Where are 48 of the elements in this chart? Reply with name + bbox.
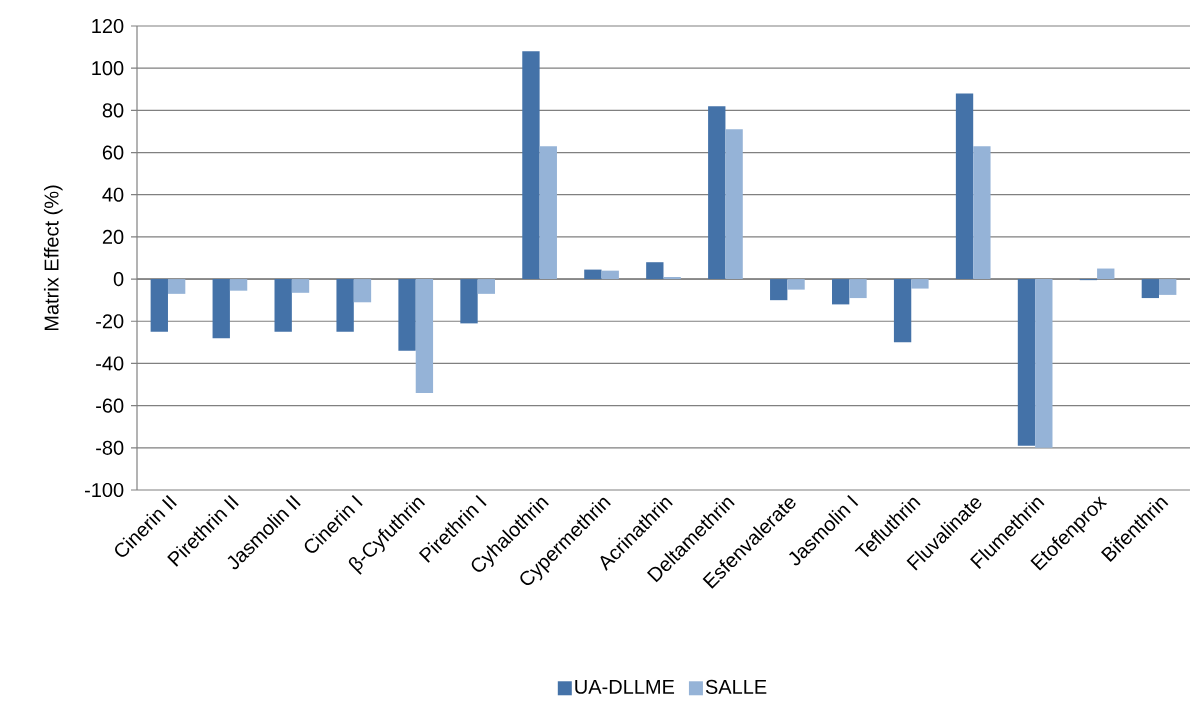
y-tick-label: 60 xyxy=(102,145,124,160)
bar xyxy=(460,279,478,324)
bar xyxy=(831,279,850,305)
bar xyxy=(1017,279,1036,446)
bar xyxy=(646,262,664,280)
bar xyxy=(150,279,168,332)
bar xyxy=(167,279,186,294)
y-tick-label: 20 xyxy=(102,229,124,244)
bar xyxy=(522,51,540,280)
y-tick-label: 100 xyxy=(92,61,124,76)
y-tick-label: 40 xyxy=(102,187,124,202)
bar xyxy=(1097,268,1115,280)
bar xyxy=(229,279,248,291)
y-tick-label: -20 xyxy=(96,314,124,329)
bar xyxy=(274,279,292,332)
bar xyxy=(708,106,726,280)
legend-label: SALLE xyxy=(705,679,767,694)
y-tick-label: -40 xyxy=(96,356,124,371)
y-tick-label: 120 xyxy=(92,18,124,34)
bar xyxy=(787,279,805,290)
bar xyxy=(539,146,557,280)
bar xyxy=(1035,279,1053,448)
bar xyxy=(973,146,991,280)
legend-label: UA-DLLME xyxy=(575,679,675,694)
bar xyxy=(601,270,619,280)
bar xyxy=(1141,279,1160,299)
bar xyxy=(663,276,681,280)
bar xyxy=(336,279,354,332)
y-tick-label: 0 xyxy=(113,272,124,287)
y-tick-label: -80 xyxy=(96,440,124,455)
bar xyxy=(415,279,434,393)
bar xyxy=(477,279,496,294)
y-tick-label: 80 xyxy=(102,103,124,118)
bar xyxy=(398,279,416,351)
bar xyxy=(725,129,743,280)
y-tick-label: -60 xyxy=(96,398,124,413)
bar xyxy=(1159,279,1177,295)
bar xyxy=(212,279,230,339)
y-tick-label: -100 xyxy=(85,482,124,498)
bar xyxy=(911,279,929,289)
bar xyxy=(849,279,867,299)
y-axis-title: Matrix Effect (%) xyxy=(43,185,63,331)
bar xyxy=(893,279,912,343)
bar xyxy=(291,279,310,293)
bar xyxy=(584,269,602,280)
bar xyxy=(770,279,788,301)
bar xyxy=(955,93,974,280)
bar xyxy=(353,279,372,303)
